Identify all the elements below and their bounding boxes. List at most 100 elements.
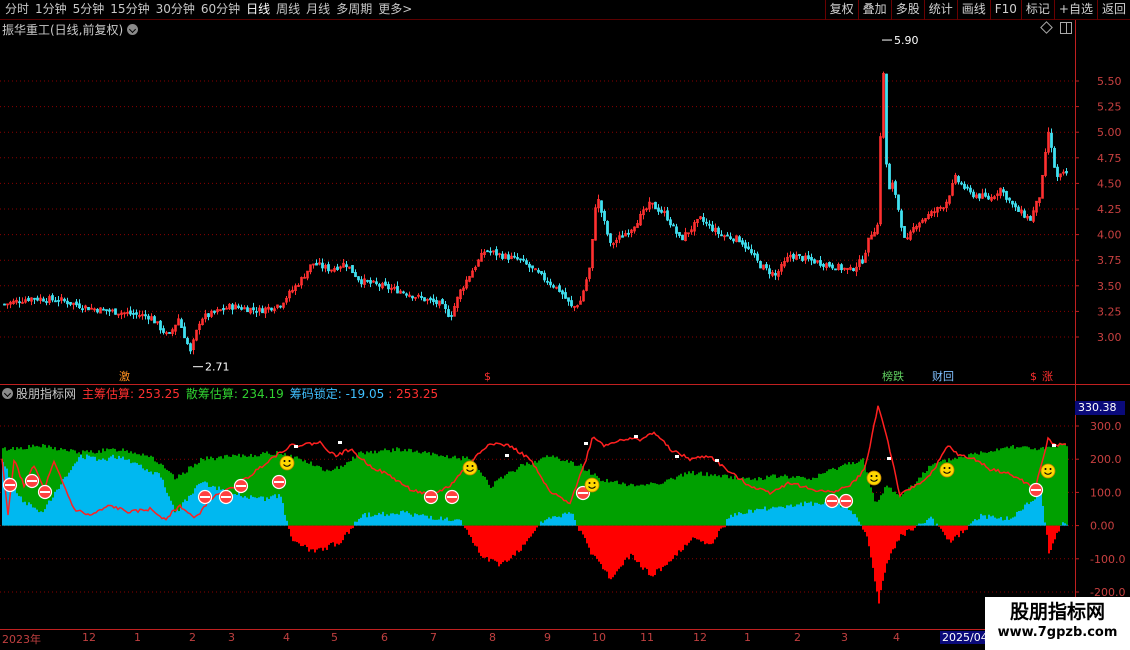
chip-lock-bar [184,499,186,526]
retail-chip-bar [274,454,276,526]
retail-chip-bar [792,476,794,526]
tab-period-weekly[interactable]: 周线 [276,2,301,16]
chip-negative-bar [646,525,648,570]
tab-period-60min[interactable]: 60分钟 [200,2,241,16]
candle-body [588,267,591,279]
retail-chip-bar [992,451,994,526]
retail-chip-bar [738,479,740,526]
tab-period-daily[interactable]: 日线 [246,2,271,16]
chip-negative-bar [676,525,678,556]
candle-body [81,308,84,311]
chip-lock-bar [766,510,768,526]
tab-period-multi[interactable]: 多周期 [336,2,373,16]
candle-body [30,297,33,302]
chip-negative-bar [518,525,520,553]
tab-period-15min[interactable]: 15分钟 [110,2,150,16]
tab-period-1min[interactable]: 1分钟 [35,2,67,16]
statistics-button[interactable]: 统计 [923,0,957,20]
chip-negative-bar [616,525,618,572]
candle-body [1041,174,1044,199]
chip-negative-bar [580,525,582,531]
chip-lock-bar [122,456,124,526]
candle-body [585,279,588,291]
chip-lock-bar [554,516,556,526]
smiley-eye [1044,468,1047,470]
event-marker-bangdie[interactable]: 榜跌 [882,370,904,383]
tab-period-timeshare[interactable]: 分时 [5,2,30,16]
chip-negative-bar [306,525,308,548]
event-marker-dollar-2[interactable]: $ [1030,370,1037,383]
indicator-menu-icon[interactable] [2,388,13,399]
candle-body [147,315,150,320]
chip-negative-bar [880,525,882,591]
chip-negative-bar [664,525,666,566]
multi-stock-button[interactable]: 多股 [890,0,924,20]
chip-negative-bar [722,525,724,528]
candle-body [1011,200,1014,205]
tab-period-monthly[interactable]: 月线 [306,2,331,16]
candle-body [747,246,750,250]
retail-chip-bar [386,450,388,526]
chip-lock-bar [92,456,94,526]
chip-lock-bar [370,516,372,526]
chip-negative-bar [496,525,498,562]
event-marker-caihui[interactable]: 财回 [932,370,954,383]
event-marker-zhang[interactable]: 涨 [1042,370,1053,383]
back-button[interactable]: 返回 [1096,0,1130,20]
tab-period-more[interactable]: 更多> [378,2,413,16]
candle-body [207,313,210,318]
retail-chip-bar [290,454,292,526]
retail-chip-bar [280,453,282,526]
add-watchlist-button[interactable]: +自选 [1053,0,1097,20]
chart-canvas[interactable]: 5.50 5.25 5.00 4.75 4.50 4.25 4.00 3.75 3.50 3.25… [0,20,1130,650]
chip-lock-bar [992,515,994,526]
event-marker-ji[interactable]: 激 [119,370,130,383]
retail-chip-bar [774,474,776,526]
event-marker-dollar[interactable]: $ [484,370,491,383]
chip-lock-bar [976,520,978,526]
chip-lock-bar [548,517,550,526]
retail-chip-bar [426,452,428,526]
tab-period-30min[interactable]: 30分钟 [155,2,195,16]
signal-dot [675,455,679,458]
chip-lock-bar [988,514,990,526]
candle-body [84,305,87,309]
retail-chip-bar [696,474,698,526]
chip-lock-bar [192,493,194,526]
chip-lock-bar [802,506,804,526]
chip-lock-bar [160,477,162,526]
overlay-button[interactable]: 叠加 [857,0,891,20]
candle-body [954,174,957,184]
panel-toggle-icon[interactable] [1060,22,1072,34]
retail-chip-bar [642,484,644,526]
chip-negative-bar [638,525,640,562]
chevron-down-icon[interactable] [127,23,139,35]
chip-negative-bar [584,525,586,538]
retail-chip-bar [380,450,382,526]
mark-button[interactable]: 标记 [1020,0,1054,20]
tab-period-5min[interactable]: 5分钟 [72,2,105,16]
retail-chip-bar [656,483,658,526]
smiley-eye [288,460,291,462]
candle-body [498,253,501,256]
candle-body [390,287,393,290]
chip-lock-bar [258,497,260,526]
chip-negative-bar [672,525,674,559]
candle-body [246,307,249,313]
candle-body [267,306,270,310]
candle-body [735,235,738,242]
restore-rights-button[interactable]: 复权 [824,0,858,20]
chip-negative-bar [884,525,886,573]
candle-body [939,206,942,209]
retail-chip-bar [508,471,510,526]
f10-button[interactable]: F10 [989,0,1021,20]
chip-lock-bar [450,521,452,526]
retail-chip-bar [694,475,696,526]
retail-chip-bar [428,452,430,526]
retail-chip-bar [626,486,628,526]
draw-line-button[interactable]: 画线 [956,0,990,20]
retail-chip-bar [710,474,712,526]
chip-lock-bar [846,506,848,526]
chip-lock-bar [778,506,780,526]
retail-chip-bar [390,452,392,526]
